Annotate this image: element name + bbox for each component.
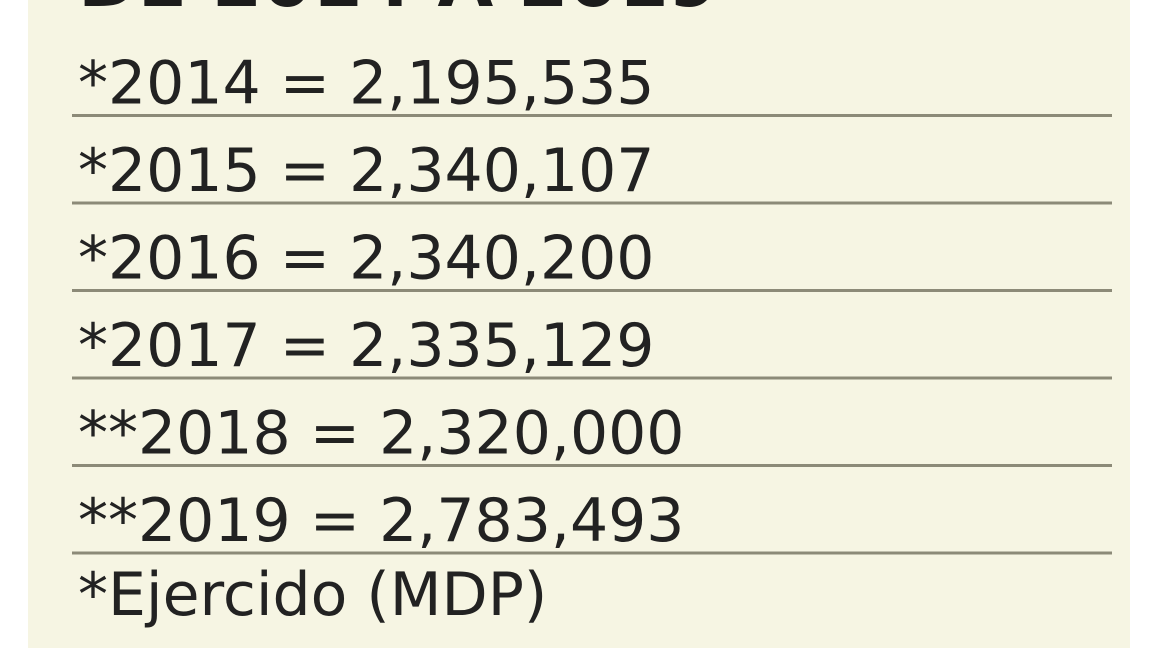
row-text: *2017 = 2,335,129 [78, 311, 654, 381]
row-text: **2018 = 2,320,000 [78, 399, 684, 469]
row-text: *2015 = 2,340,107 [78, 136, 654, 206]
row-text: *2016 = 2,340,200 [78, 224, 654, 294]
footnote: *Ejercido (MDP) [78, 560, 547, 630]
row-text: **2019 = 2,783,493 [78, 486, 684, 556]
rows: *2014 = 2,195,535 *2015 = 2,340,107 *2016 … [72, 49, 1112, 556]
row-text: *2014 = 2,195,535 [78, 49, 654, 119]
panel-background [28, 0, 1130, 648]
title: DE 2014 A 2019 [78, 0, 719, 23]
